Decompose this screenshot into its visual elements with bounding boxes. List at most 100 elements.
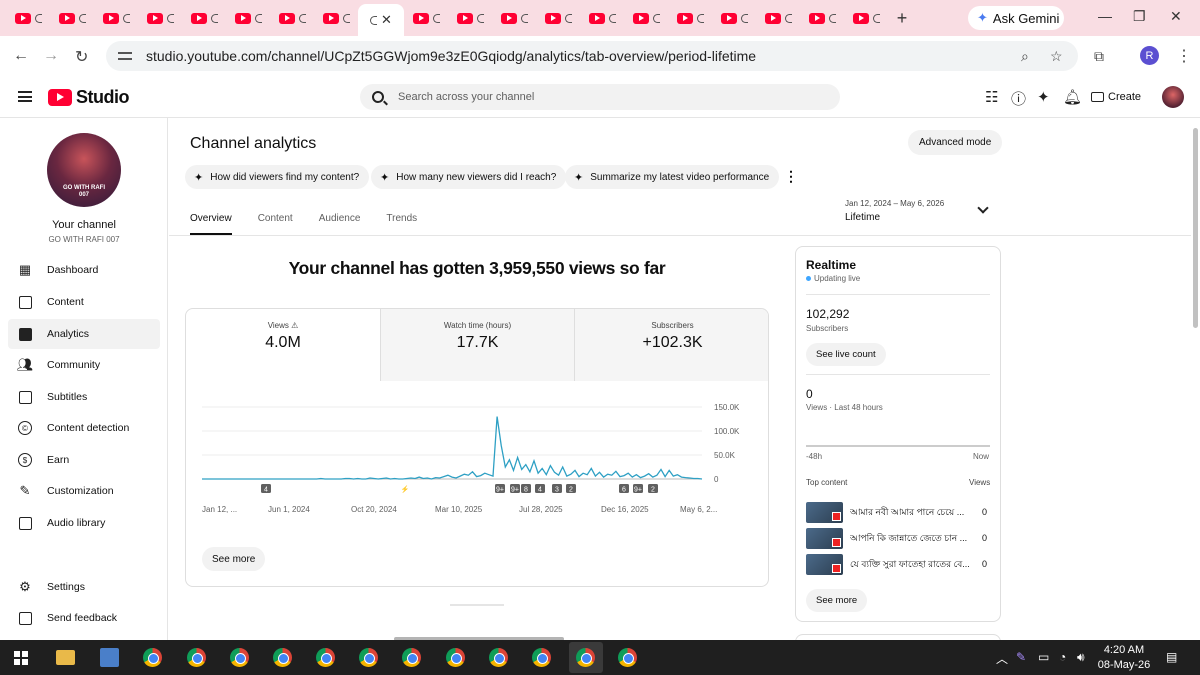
restore-icon[interactable]: ❐ xyxy=(1133,8,1146,24)
video-publish-marker[interactable] xyxy=(648,484,658,493)
suggestion-chip[interactable]: ✦ How many new viewers did I reach? xyxy=(371,165,567,189)
browser-tab[interactable] xyxy=(624,3,668,33)
sidebar-item-audio-library[interactable]: Audio library xyxy=(8,508,160,538)
minimize-icon[interactable]: — xyxy=(1098,8,1112,24)
views-line-chart[interactable]: 150.0K 100.0K 50.0K 0 4 ⚡ 9+ 9+ 8 4 3 2 6 9+ 2 Jan 12, … xyxy=(186,389,769,529)
back-icon[interactable]: ← xyxy=(13,47,29,64)
sparkle-icon[interactable]: ✦ xyxy=(1037,89,1050,106)
sidebar-item-community[interactable]: 👥︎ Community xyxy=(8,350,160,380)
sidebar-item-content-detection[interactable]: © Content detection xyxy=(8,413,160,443)
views-series-line[interactable] xyxy=(202,416,703,480)
chrome-icon[interactable] xyxy=(489,648,508,667)
tab-overview[interactable]: Overview xyxy=(190,213,232,235)
sidebar-item-send-feedback[interactable]: Send feedback xyxy=(8,603,160,633)
sidebar-item-analytics[interactable]: Analytics xyxy=(8,319,160,349)
chrome-icon[interactable] xyxy=(576,648,595,667)
video-publish-marker[interactable] xyxy=(400,484,410,493)
sidebar-item-settings[interactable]: ⚙ Settings xyxy=(8,572,160,602)
volume-icon[interactable]: 🔊︎ xyxy=(1077,650,1085,664)
period-selector[interactable]: Jan 12, 2024 – May 6, 2026 Lifetime xyxy=(845,199,944,223)
sidebar-item-dashboard[interactable]: ▦ Dashboard xyxy=(8,255,160,285)
browser-tab[interactable] xyxy=(404,3,448,33)
browser-tab-active[interactable]: ✕ xyxy=(358,4,404,36)
new-tab-icon[interactable]: + xyxy=(896,7,908,28)
chrome-icon[interactable] xyxy=(230,648,249,667)
windows-start-icon[interactable] xyxy=(14,651,28,665)
close-tab-icon[interactable]: ✕ xyxy=(381,12,392,27)
feedback-icon[interactable]: ☷ xyxy=(985,89,999,106)
advanced-mode-button[interactable]: Advanced mode xyxy=(908,130,1003,155)
browser-tab[interactable] xyxy=(6,3,50,33)
reload-icon[interactable]: ↻ xyxy=(75,49,89,66)
tray-chevron-icon[interactable]: ︿ xyxy=(996,652,1009,666)
suggestion-chip[interactable]: ✦ Summarize my latest video performance xyxy=(565,165,780,189)
browser-tab[interactable] xyxy=(226,3,270,33)
top-content-row[interactable]: আমার নবী আমার পানে চেয়ে ... 0 xyxy=(806,501,992,523)
file-explorer-icon[interactable] xyxy=(56,650,75,665)
chrome-icon[interactable] xyxy=(316,648,335,667)
create-button[interactable]: Create xyxy=(1091,86,1141,108)
browser-tab[interactable] xyxy=(314,3,358,33)
browser-tab[interactable] xyxy=(800,3,844,33)
video-publish-marker[interactable] xyxy=(521,484,531,493)
url-bar[interactable]: studio.youtube.com/channel/UCpZt5GGWjom9… xyxy=(106,41,1078,71)
video-publish-marker[interactable] xyxy=(566,484,576,493)
battery-icon[interactable]: ▭ xyxy=(1038,650,1050,664)
browser-tab[interactable] xyxy=(580,3,624,33)
tab-content[interactable]: Content xyxy=(257,213,293,224)
notifications-icon[interactable]: 🔔︎ xyxy=(1063,89,1083,106)
chrome-icon[interactable] xyxy=(143,648,162,667)
browser-tab[interactable] xyxy=(536,3,580,33)
browser-profile-avatar[interactable]: R xyxy=(1140,46,1159,65)
page-scrollbar[interactable] xyxy=(1191,118,1200,640)
chrome-icon[interactable] xyxy=(273,648,292,667)
browser-tab[interactable] xyxy=(270,3,314,33)
video-publish-marker[interactable] xyxy=(535,484,545,493)
sidebar-item-subtitles[interactable]: Subtitles xyxy=(8,382,160,412)
chrome-icon[interactable] xyxy=(532,648,551,667)
browser-tab[interactable] xyxy=(844,3,888,33)
menu-icon[interactable] xyxy=(18,91,32,102)
zoom-icon[interactable]: ⌕ xyxy=(1021,48,1029,64)
chrome-icon[interactable] xyxy=(359,648,378,667)
realtime-see-more-button[interactable]: See more xyxy=(806,589,868,612)
browser-menu-icon[interactable]: ⋮ xyxy=(1176,48,1192,65)
sidebar-item-earn[interactable]: $ Earn xyxy=(8,445,160,475)
browser-tab[interactable] xyxy=(448,3,492,33)
channel-avatar[interactable]: GO WITH RAFI 007 xyxy=(47,133,121,207)
calculator-icon[interactable] xyxy=(100,648,119,667)
sidebar-item-content[interactable]: Content xyxy=(8,287,160,317)
browser-tab[interactable] xyxy=(712,3,756,33)
chrome-icon[interactable] xyxy=(402,648,421,667)
channel-search[interactable]: Search across your channel xyxy=(360,84,840,110)
browser-tab[interactable] xyxy=(50,3,94,33)
see-more-button[interactable]: See more xyxy=(202,547,266,571)
site-settings-icon[interactable] xyxy=(118,49,134,63)
browser-tab[interactable] xyxy=(182,3,226,33)
notification-center-icon[interactable]: ▤ xyxy=(1166,650,1178,664)
tab-audience[interactable]: Audience xyxy=(318,213,361,224)
video-publish-marker[interactable] xyxy=(552,484,562,493)
chrome-icon[interactable] xyxy=(618,648,637,667)
forward-icon[interactable]: → xyxy=(43,47,59,64)
see-live-count-button[interactable]: See live count xyxy=(806,343,886,366)
chrome-icon[interactable] xyxy=(446,648,465,667)
top-content-row[interactable]: যে ব্যক্তি সুরা ফাতেহা রাতের বে... 0 xyxy=(806,553,992,575)
wifi-icon[interactable]: ◔ xyxy=(1059,650,1067,664)
taskbar-clock[interactable]: 4:20 AM 08-May-26 xyxy=(1095,643,1153,673)
browser-tab[interactable] xyxy=(94,3,138,33)
video-publish-marker[interactable] xyxy=(261,484,271,493)
video-publish-marker[interactable] xyxy=(633,484,643,493)
video-publish-marker[interactable] xyxy=(495,484,505,493)
ask-gemini-button[interactable]: ✦ Ask Gemini xyxy=(968,6,1064,30)
metric-subscribers[interactable]: Subscribers +102.3K xyxy=(575,309,768,381)
browser-tab[interactable] xyxy=(138,3,182,33)
sidebar-item-customization[interactable]: ✎ Customization xyxy=(8,476,160,506)
browser-tab[interactable] xyxy=(668,3,712,33)
metric-views[interactable]: Views ⚠ 4.0M xyxy=(186,309,381,381)
browser-tab[interactable] xyxy=(492,3,536,33)
video-publish-marker[interactable] xyxy=(510,484,520,493)
account-avatar[interactable] xyxy=(1162,86,1184,108)
suggestion-chip[interactable]: ✦ How did viewers find my content? xyxy=(185,165,370,189)
studio-logo[interactable]: Studio xyxy=(48,87,130,108)
